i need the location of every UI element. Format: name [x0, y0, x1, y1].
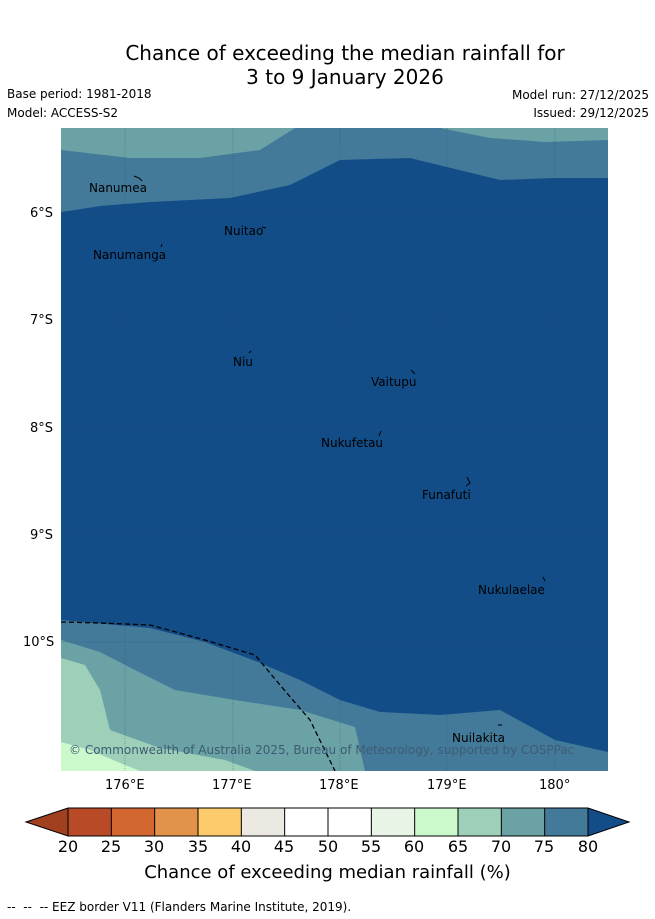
x-tick-180: 180°: [539, 778, 571, 793]
colorbar-segment: [501, 808, 546, 836]
x-tick-176e: 176°E: [105, 778, 145, 793]
colorbar-segment: [284, 808, 329, 836]
place-nanumanga: Nanumanga: [93, 248, 167, 262]
map-contours: [61, 128, 608, 771]
colorbar-segment: [458, 808, 502, 836]
copyright-notice: © Commonwealth of Australia 2025, Bureau…: [69, 743, 575, 757]
colorbar-high-arrow: [588, 808, 629, 836]
colorbar-segment: [241, 808, 286, 836]
eez-legend: -- -- -- EEZ border V11 (Flanders Marine…: [7, 900, 352, 914]
colorbar-tick-30: 30: [143, 837, 165, 856]
place-nukulaelae: Nukulaelae: [478, 583, 545, 597]
y-tick-10s: 10°S: [23, 635, 55, 650]
colorbar-tick-40: 40: [230, 837, 252, 856]
colorbar-tick-75: 75: [533, 837, 555, 856]
place-funafuti: Funafuti: [422, 488, 471, 502]
colorbar-tick-70: 70: [490, 837, 512, 856]
x-tick-178e: 178°E: [319, 778, 359, 793]
island-marks: [133, 175, 546, 726]
issued-date: Issued: 29/12/2025: [533, 106, 649, 120]
colorbar-segment: [371, 808, 416, 836]
colorbar-tick-25: 25: [100, 837, 122, 856]
map-title-line1: Chance of exceeding the median rainfall …: [125, 41, 565, 65]
colorbar: [24, 807, 631, 837]
x-tick-177e: 177°E: [212, 778, 252, 793]
colorbar-segment: [68, 808, 112, 836]
colorbar-tick-45: 45: [273, 837, 295, 856]
colorbar-tick-55: 55: [360, 837, 382, 856]
model-run: Model run: 27/12/2025: [511, 88, 649, 102]
colorbar-tick-20: 20: [57, 837, 79, 856]
base-period: Base period: 1981-2018: [7, 87, 152, 101]
model-name: Model: ACCESS-S2: [7, 106, 119, 120]
map-title-line2: 3 to 9 January 2026: [246, 65, 444, 89]
colorbar-tick-80: 80: [577, 837, 599, 856]
place-niu: Niu: [233, 355, 253, 369]
colorbar-tick-60: 60: [403, 837, 425, 856]
place-nanumea: Nanumea: [89, 181, 147, 195]
colorbar-segment: [328, 808, 372, 836]
place-nuilakita: Nuilakita: [452, 731, 505, 745]
x-tick-179e: 179°E: [427, 778, 467, 793]
y-tick-6s: 6°S: [30, 206, 54, 221]
y-tick-9s: 9°S: [30, 528, 54, 543]
colorbar-segment: [154, 808, 199, 836]
colorbar-segment: [111, 808, 156, 836]
colorbar-tick-50: 50: [317, 837, 339, 856]
y-tick-7s: 7°S: [30, 313, 54, 328]
colorbar-tick-35: 35: [187, 837, 209, 856]
y-tick-8s: 8°S: [30, 421, 54, 436]
graticule: [61, 128, 608, 771]
colorbar-tick-65: 65: [447, 837, 469, 856]
colorbar-segment: [544, 808, 589, 836]
colorbar-label: Chance of exceeding median rainfall (%): [144, 862, 511, 883]
place-nuitao: Nuitao: [224, 224, 264, 238]
colorbar-segment: [414, 808, 459, 836]
eez-border: [61, 621, 336, 771]
colorbar-segment: [198, 808, 242, 836]
place-vaitupu: Vaitupu: [371, 375, 417, 389]
colorbar-low-arrow: [26, 808, 68, 836]
place-nukufetau: Nukufetau: [321, 436, 384, 450]
